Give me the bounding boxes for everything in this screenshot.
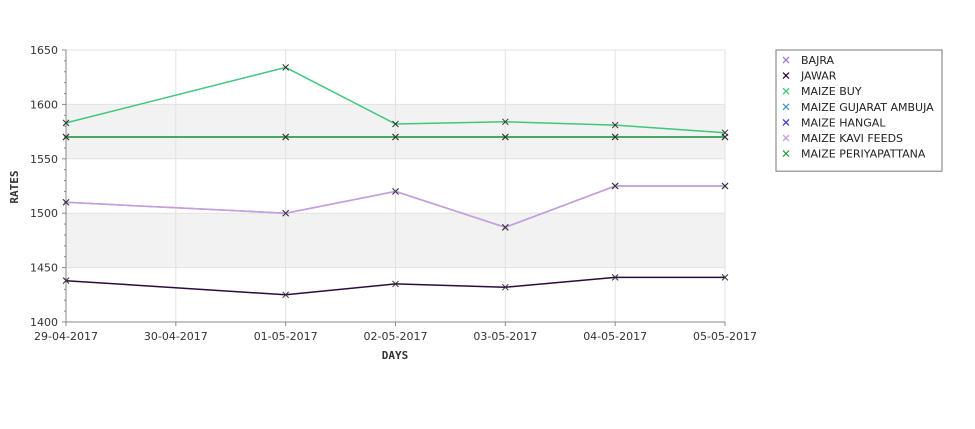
series-group [62,64,729,299]
legend-marker [782,56,790,64]
series-line [65,276,725,296]
legend-item: MAIZE GUJARAT AMBUJA [782,101,934,114]
data-point-marker [611,133,619,141]
data-point-marker [611,274,619,281]
data-point-marker [611,182,619,190]
data-point-marker [721,182,729,190]
data-point-marker [501,283,509,291]
legend-label: BAJRA [801,54,835,67]
data-point-marker [62,277,70,285]
data-point-marker [721,133,729,141]
legend-marker [782,72,790,80]
data-point-marker [62,133,70,141]
legend-item: BAJRA [782,54,835,67]
legend-label: MAIZE KAVI FEEDS [801,132,903,145]
data-point-marker [392,120,399,128]
series-line [65,66,726,134]
legend-marker [782,134,790,142]
legend-item: MAIZE HANGAL [782,116,886,129]
x-tick-label: 29-04-2017 [34,330,98,343]
y-tick-label: 1550 [30,153,58,166]
legend-marker [782,103,790,111]
y-tick-label: 1650 [30,44,58,57]
data-point-marker [62,198,70,206]
legend-item: MAIZE PERIYAPATTANA [782,148,926,161]
x-tick-label: 30-04-2017 [144,330,208,343]
legend-item: MAIZE BUY [782,85,862,98]
series-maize-periyapattana [62,133,729,141]
legend-marker [782,118,790,126]
legend-label: MAIZE GUJARAT AMBUJA [801,101,934,114]
legend-label: MAIZE BUY [801,85,862,98]
data-point-marker [611,121,619,129]
x-tick-label: 04-05-2017 [583,330,647,343]
series-line [65,185,725,229]
data-point-marker [282,291,290,299]
x-tick-label: 01-05-2017 [254,330,318,343]
x-tick-label: 03-05-2017 [473,330,537,343]
x-axis-title: DAYS [382,349,409,362]
legend-marker [782,150,790,158]
data-point-marker [721,274,729,281]
y-tick-label: 1600 [30,98,58,111]
y-tick-label: 1450 [30,262,58,275]
data-point-marker [282,64,290,71]
data-point-marker [392,133,399,141]
data-point-marker [282,209,290,217]
y-tick-label: 1400 [30,316,58,329]
data-point-marker [501,223,509,231]
legend-box [775,49,943,172]
legend-item: MAIZE KAVI FEEDS [782,132,903,145]
legend-item: JAWAR [782,70,837,83]
y-axis-title: RATES [8,170,21,203]
legend: BAJRA JAWAR MAIZE BUY MAIZE GUJARAT AMBUJA M… [775,49,943,172]
axes: 1400 1450 1500 1550 1600 1650 29-04-2017 30-04-… [30,44,757,343]
legend-marker [782,87,790,95]
data-point-marker [62,119,70,127]
x-tick-label: 05-05-2017 [693,330,757,343]
legend-label: MAIZE PERIYAPATTANA [801,148,926,161]
x-tick-label: 02-05-2017 [364,330,428,343]
series-maize-kavi-feeds [62,182,729,231]
data-point-marker [501,118,509,126]
data-point-marker [282,133,290,141]
series-jawar [62,274,729,299]
legend-label: MAIZE HANGAL [801,116,886,129]
data-point-marker [392,188,399,195]
data-point-marker [501,133,509,141]
legend-label: JAWAR [800,70,837,83]
y-tick-label: 1500 [30,207,58,220]
data-point-marker [392,280,399,288]
